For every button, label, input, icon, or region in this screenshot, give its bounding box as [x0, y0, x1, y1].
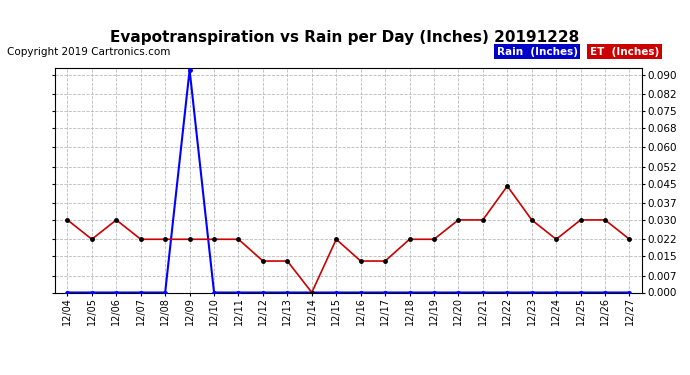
Text: ET  (Inches): ET (Inches) — [590, 47, 659, 57]
Text: Evapotranspiration vs Rain per Day (Inches) 20191228: Evapotranspiration vs Rain per Day (Inch… — [110, 30, 580, 45]
Text: Copyright 2019 Cartronics.com: Copyright 2019 Cartronics.com — [7, 47, 170, 57]
Text: Rain  (Inches): Rain (Inches) — [497, 47, 578, 57]
